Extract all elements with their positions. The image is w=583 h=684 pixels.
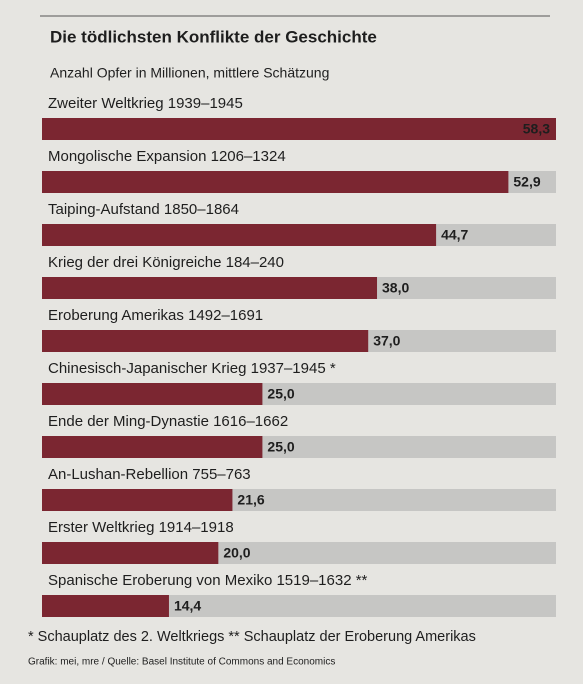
bar-label: Ende der Ming-Dynastie 1616–1662: [48, 413, 288, 430]
bar: [42, 171, 509, 193]
bar-label: Zweiter Weltkrieg 1939–1945: [48, 95, 243, 112]
value-label: 21,6: [237, 492, 264, 508]
bar-label: An-Lushan-Rebellion 755–763: [48, 466, 251, 483]
chart-title: Die tödlichsten Konflikte der Geschichte: [50, 27, 377, 46]
value-label: 25,0: [267, 386, 294, 402]
bar: [42, 330, 369, 352]
source: Grafik: mei, mre / Quelle: Basel Institu…: [28, 657, 335, 668]
bar: [42, 118, 556, 140]
value-label: 44,7: [441, 227, 468, 243]
bar-label: Mongolische Expansion 1206–1324: [48, 148, 286, 165]
bar-label: Taiping-Aufstand 1850–1864: [48, 201, 239, 218]
value-label: 25,0: [267, 439, 294, 455]
bar: [42, 436, 263, 458]
bar-label: Chinesisch-Japanischer Krieg 1937–1945 *: [48, 360, 336, 377]
value-label: 20,0: [223, 545, 250, 561]
bar-label: Eroberung Amerikas 1492–1691: [48, 307, 263, 324]
value-label: 14,4: [174, 598, 201, 614]
chart-subtitle: Anzahl Opfer in Millionen, mittlere Schä…: [50, 65, 329, 81]
track: [42, 595, 556, 617]
value-label: 58,3: [523, 121, 550, 137]
bar-label: Krieg der drei Königreiche 184–240: [48, 254, 284, 271]
value-label: 37,0: [373, 333, 400, 349]
bar: [42, 277, 378, 299]
bar: [42, 489, 233, 511]
bar: [42, 542, 219, 564]
value-label: 52,9: [513, 174, 540, 190]
bar-label: Erster Weltkrieg 1914–1918: [48, 519, 234, 536]
bar-label: Spanische Eroberung von Mexiko 1519–1632…: [48, 572, 368, 589]
bar: [42, 595, 169, 617]
bar: [42, 224, 437, 246]
value-label: 38,0: [382, 280, 409, 296]
footnote: * Schauplatz des 2. Weltkriegs ** Schaup…: [28, 629, 476, 645]
bar: [42, 383, 263, 405]
